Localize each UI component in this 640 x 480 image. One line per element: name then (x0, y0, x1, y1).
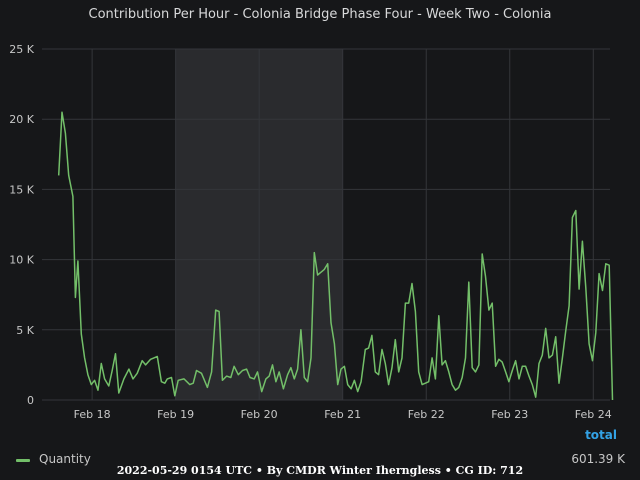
series-line-quantity (57, 111, 614, 401)
legend-series-name: Quantity (39, 452, 91, 466)
legend-total-value: 601.39 K (571, 452, 625, 466)
x-tick-label: Feb 24 (575, 408, 612, 421)
y-tick-label: 0 (27, 394, 34, 407)
chart-plot: 0 5 K 10 K 15 K 20 K 25 K Feb 18 Feb 19 Feb 20 Fe… (9, 43, 614, 421)
x-tick-label: Feb 20 (241, 408, 278, 421)
y-tick-label: 15 K (9, 183, 34, 196)
y-tick-label: 5 K (16, 324, 34, 337)
y-tick-label: 25 K (9, 43, 34, 56)
y-tick-label: 20 K (9, 113, 34, 126)
legend-total-header[interactable]: total (585, 428, 617, 442)
x-tick-label: Feb 21 (324, 408, 361, 421)
chart-title: Contribution Per Hour - Colonia Bridge P… (88, 7, 552, 22)
x-tick-label: Feb 23 (491, 408, 528, 421)
x-tick-label: Feb 18 (74, 408, 111, 421)
axis-labels-layer: 0 5 K 10 K 15 K 20 K 25 K Feb 18 Feb 19 Feb 20 Fe… (9, 43, 612, 421)
legend-item-quantity[interactable]: Quantity 601.39 K (0, 452, 640, 468)
footer-credit: 2022-05-29 0154 UTC • By CMDR Winter Ihe… (116, 464, 524, 477)
legend-swatch (16, 459, 30, 462)
x-tick-label: Feb 19 (157, 408, 194, 421)
series-layer (57, 111, 614, 401)
grid-layer (42, 48, 610, 401)
y-tick-label: 10 K (9, 254, 34, 267)
x-tick-label: Feb 22 (408, 408, 445, 421)
